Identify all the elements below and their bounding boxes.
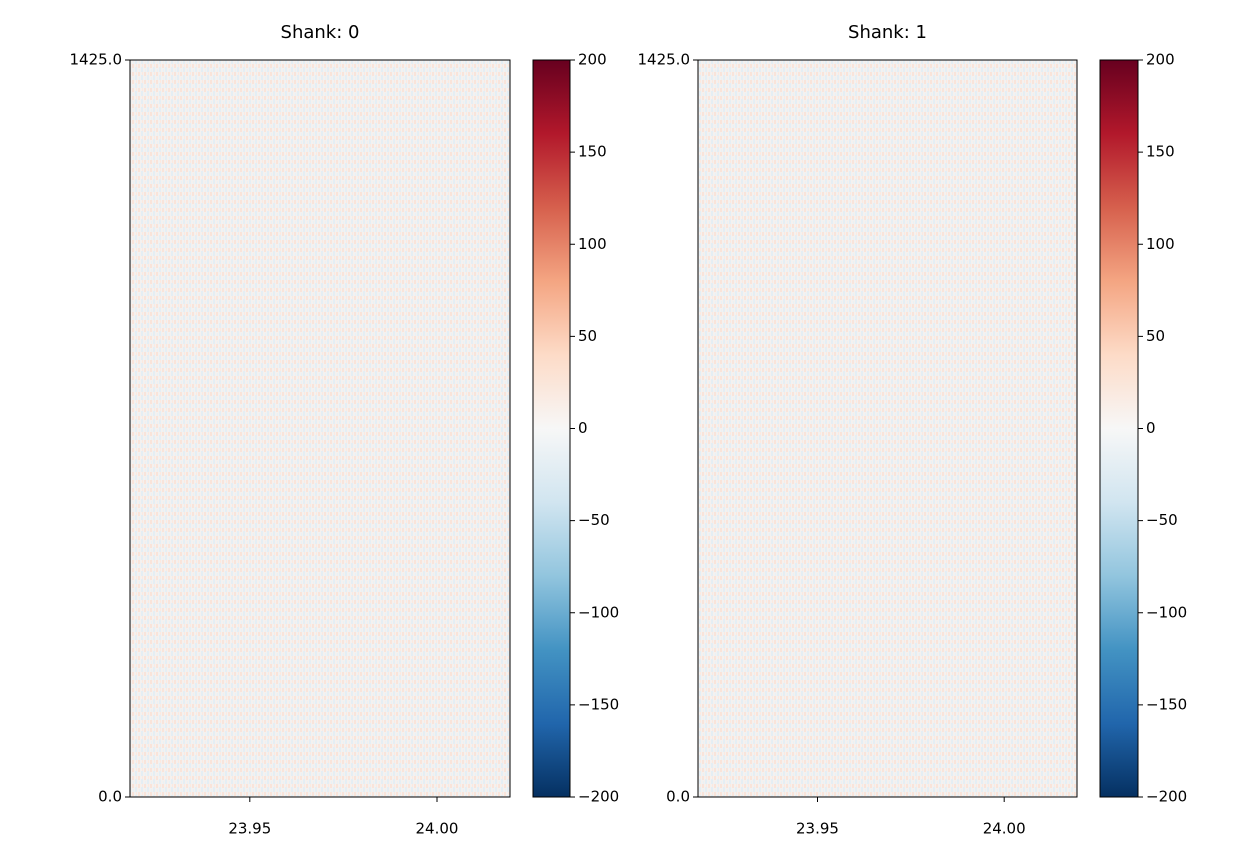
colorbar-tick-label: −50 <box>578 511 610 529</box>
colorbar-tick-label: 200 <box>578 51 607 69</box>
colorbar-tick-label: 100 <box>578 235 607 253</box>
colorbar <box>532 59 571 798</box>
y-tick-label: 1425.0 <box>638 51 691 69</box>
colorbar-tick-label: 0 <box>578 419 588 437</box>
colorbar-tick-label: 100 <box>1146 235 1175 253</box>
colorbar-tick-label: 200 <box>1146 51 1175 69</box>
x-tick-label: 24.00 <box>416 820 459 838</box>
heatmap-image <box>698 60 1077 797</box>
colorbar-tick-label: −200 <box>578 788 619 806</box>
colorbar-tick-label: −150 <box>578 695 619 713</box>
colorbar-tick-label: −100 <box>578 603 619 621</box>
colorbar-tick-label: −200 <box>1146 788 1187 806</box>
colorbar <box>1099 59 1139 798</box>
x-tick-label: 23.95 <box>796 820 839 838</box>
colorbar-tick-label: −100 <box>1146 603 1187 621</box>
chart-title: Shank: 1 <box>848 22 927 43</box>
colorbar-tick-label: 50 <box>578 327 597 345</box>
colorbar-tick-label: 150 <box>578 143 607 161</box>
y-tick-label: 1425.0 <box>70 51 123 69</box>
heatmap-image <box>130 60 510 797</box>
colorbar-tick-label: 50 <box>1146 327 1165 345</box>
colorbar-tick-label: −50 <box>1146 511 1178 529</box>
chart-title: Shank: 0 <box>281 22 360 43</box>
axes-frame <box>697 59 1078 798</box>
axes-frame <box>129 59 511 798</box>
x-tick-label: 24.00 <box>983 820 1026 838</box>
colorbar-tick-label: 0 <box>1146 419 1156 437</box>
colorbar-tick-label: 150 <box>1146 143 1175 161</box>
colorbar-tick-label: −150 <box>1146 695 1187 713</box>
y-tick-label: 0.0 <box>666 788 690 806</box>
y-tick-label: 0.0 <box>98 788 122 806</box>
x-tick-label: 23.95 <box>228 820 271 838</box>
